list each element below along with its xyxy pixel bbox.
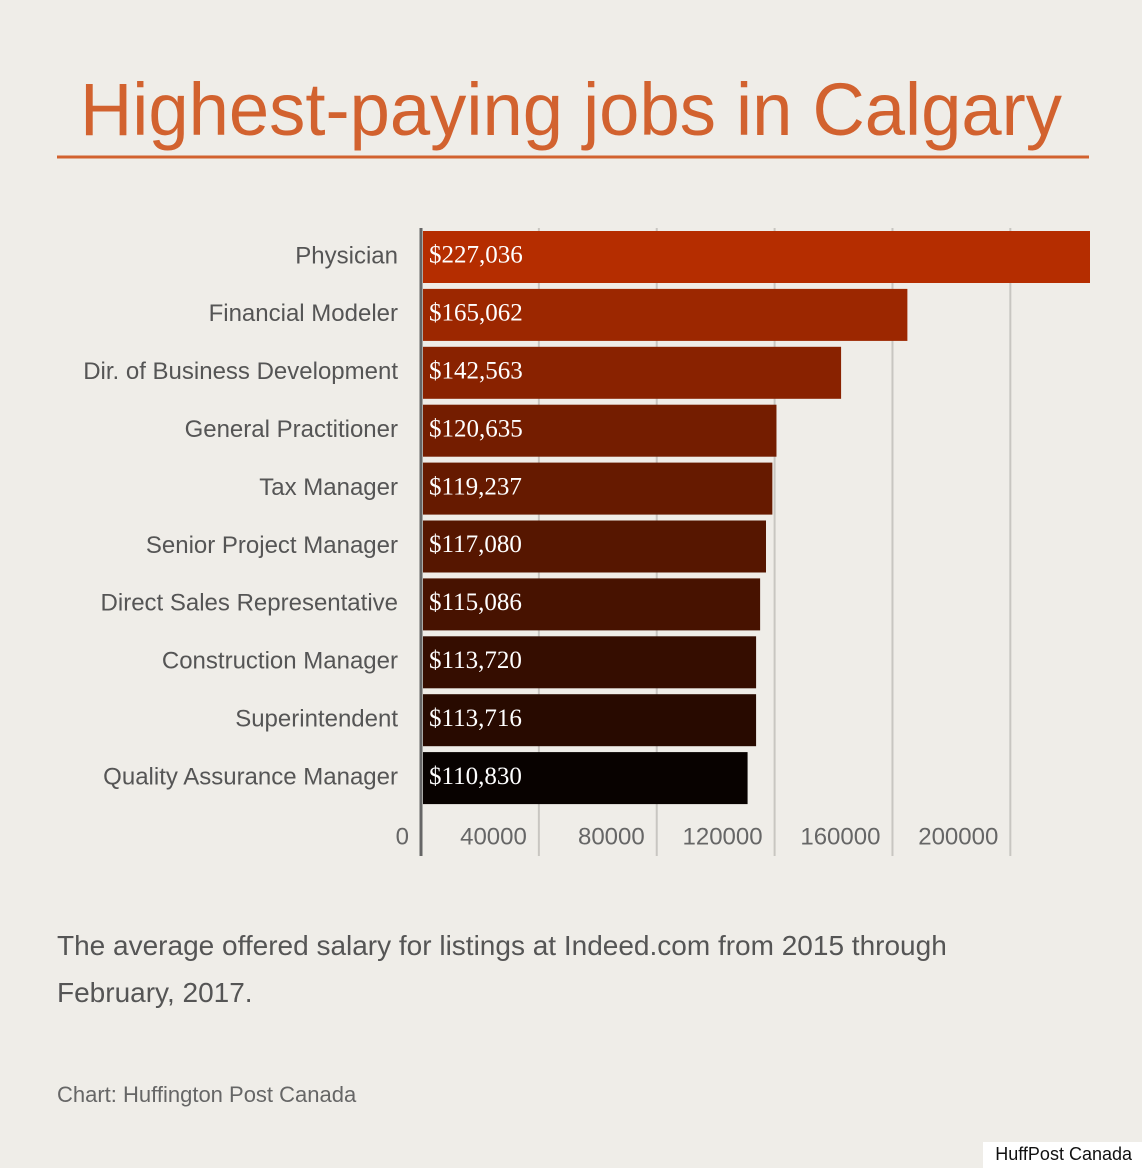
chart-subtitle: The average offered salary for listings … [57, 930, 947, 1008]
x-tick-label: 200000 [918, 823, 998, 850]
bar [423, 578, 761, 631]
y-tick-label: Quality Assurance Manager [103, 763, 398, 790]
value-label: $120,635 [429, 415, 523, 442]
x-tick-label: 160000 [800, 823, 880, 850]
value-label: $113,716 [429, 705, 522, 732]
y-tick-label: Tax Manager [259, 474, 398, 501]
bar [423, 462, 773, 515]
y-tick-label: General Practitioner [185, 416, 398, 443]
x-tick-label: 80000 [578, 823, 645, 850]
value-label: $142,563 [429, 358, 523, 385]
y-tick-label: Financial Modeler [209, 300, 398, 327]
bar [423, 520, 766, 573]
x-tick-label: 40000 [460, 823, 527, 850]
bar [423, 346, 842, 399]
y-tick-label: Physician [295, 242, 398, 269]
credit: HuffPost Canada [983, 1142, 1142, 1168]
chart-title: Highest-paying jobs in Calgary [80, 68, 1062, 151]
y-tick-label: Senior Project Manager [146, 532, 398, 559]
bar [423, 694, 757, 747]
bar [423, 288, 908, 341]
y-tick-label: Dir. of Business Development [83, 358, 398, 385]
bar [423, 636, 757, 689]
bar [423, 231, 1090, 283]
bar [423, 404, 777, 457]
y-tick-label: Construction Manager [162, 648, 398, 675]
y-tick-label: Direct Sales Representative [101, 590, 398, 617]
value-label: $119,237 [429, 473, 522, 500]
value-label: $115,086 [429, 589, 522, 616]
value-label: $110,830 [429, 763, 522, 790]
value-label: $165,062 [429, 300, 523, 327]
value-label: $117,080 [429, 531, 522, 558]
x-tick-label: 0 [396, 823, 409, 850]
bar [423, 752, 748, 805]
value-label: $227,036 [429, 242, 523, 269]
value-label: $113,720 [429, 647, 522, 674]
y-tick-label: Superintendent [235, 706, 398, 733]
chart-source: Chart: Huffington Post Canada [57, 1082, 357, 1107]
x-tick-label: 120000 [683, 823, 763, 850]
